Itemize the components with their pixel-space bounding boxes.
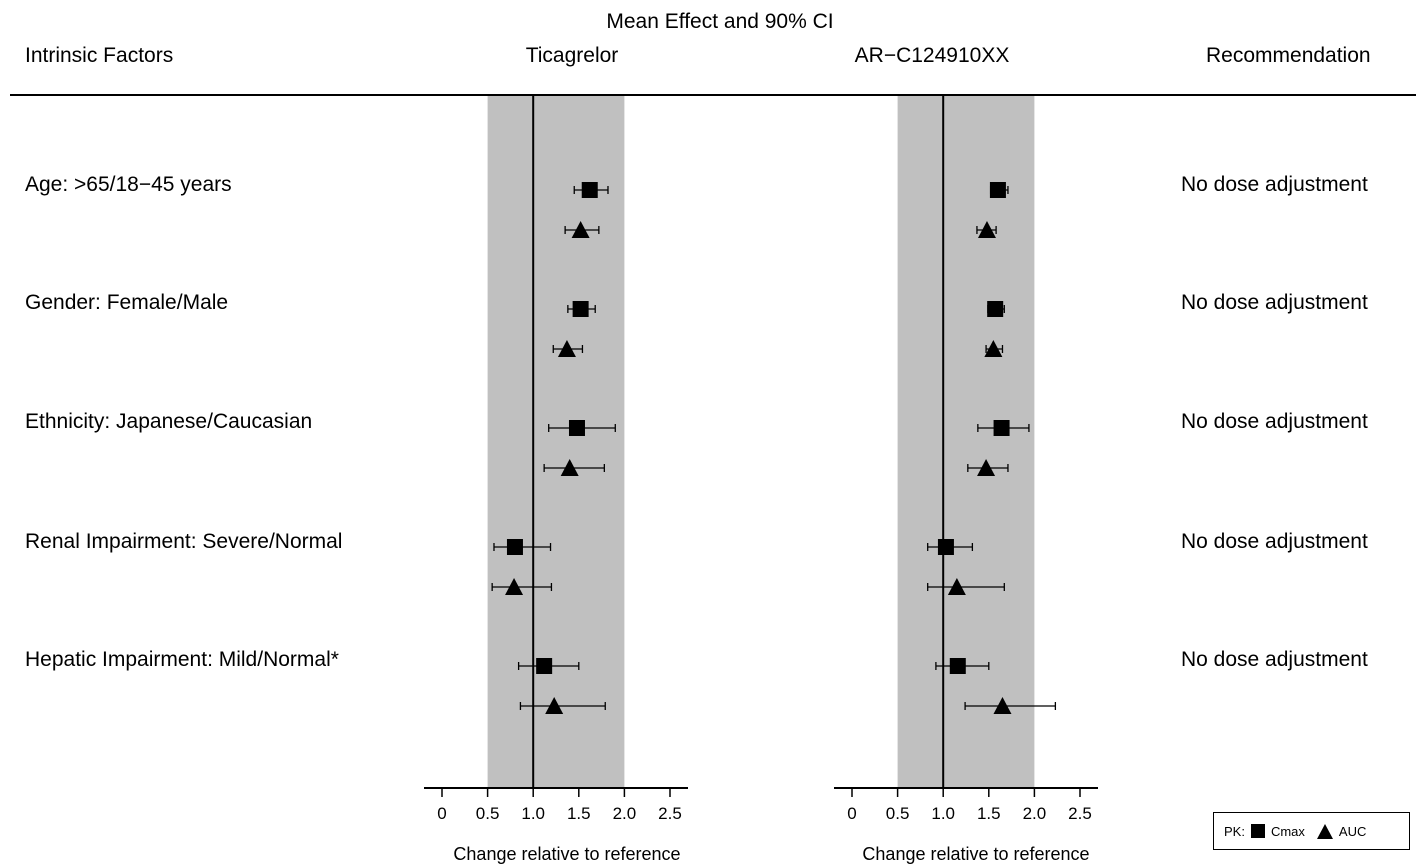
cmax-marker [937, 539, 954, 555]
recommendation-column-header: Recommendation [1206, 44, 1371, 67]
cmax-marker [581, 182, 598, 198]
recommendation-label: No dose adjustment [1181, 173, 1368, 196]
factor-label: Gender: Female/Male [25, 291, 229, 314]
legend-label-auc: AUC [1338, 823, 1367, 839]
recommendation-label: No dose adjustment [1181, 410, 1368, 433]
x-tick-label: 2.0 [613, 804, 637, 823]
legend-triangle-marker-icon [1316, 823, 1333, 839]
factor-label: Age: >65/18−45 years [25, 173, 232, 196]
x-tick-label: 1.5 [977, 804, 1001, 823]
auc-marker [977, 459, 996, 476]
factor-label: Ethnicity: Japanese/Caucasian [25, 410, 313, 433]
recommendation-label: No dose adjustment [1181, 530, 1368, 553]
x-tick-label: 2.0 [1023, 804, 1047, 823]
legend-prefix: PK: [1224, 823, 1245, 839]
cmax-marker [949, 658, 966, 674]
auc-marker [505, 578, 524, 595]
legend: PK: Cmax AUC [1213, 812, 1410, 850]
auc-marker [557, 340, 576, 357]
cmax-marker [568, 420, 585, 436]
x-tick-label: 2.5 [658, 804, 682, 823]
cmax-marker [536, 658, 553, 674]
auc-marker [560, 459, 579, 476]
factor-label: Hepatic Impairment: Mild/Normal* [25, 648, 339, 671]
factor-label: Renal Impairment: Severe/Normal [25, 530, 343, 553]
cmax-marker [993, 420, 1010, 436]
recommendation-label: No dose adjustment [1181, 648, 1368, 671]
x-tick-label: 0.5 [886, 804, 910, 823]
cmax-marker [572, 301, 589, 317]
cmax-marker [989, 182, 1006, 198]
x-tick-label: 0.5 [476, 804, 500, 823]
x-tick-label: 0 [847, 804, 856, 823]
panel-1-shaded-region [487, 96, 625, 788]
cmax-marker [987, 301, 1004, 317]
legend-label-cmax: Cmax [1270, 823, 1305, 839]
recommendation-label: No dose adjustment [1181, 291, 1368, 314]
auc-marker [984, 340, 1003, 357]
panel-1-title: Ticagrelor [525, 44, 619, 67]
x-tick-label: 2.5 [1068, 804, 1092, 823]
legend-square-marker-icon [1250, 824, 1265, 838]
x-tick-label: 0 [437, 804, 446, 823]
x-tick-label: 1.0 [931, 804, 955, 823]
auc-marker [571, 221, 590, 238]
auc-marker [977, 221, 996, 238]
x-tick-label: 1.0 [521, 804, 545, 823]
panel-2-x-axis-title: Change relative to reference [862, 844, 1090, 864]
factors-column-header: Intrinsic Factors [25, 44, 174, 67]
panel-2-title: AR−C124910XX [854, 44, 1010, 67]
auc-marker [545, 697, 564, 714]
cmax-marker [506, 539, 523, 555]
panel-2-shaded-region [897, 96, 1035, 788]
auc-marker [947, 578, 966, 595]
auc-marker [993, 697, 1012, 714]
panel-1-x-axis-title: Change relative to reference [453, 844, 681, 864]
x-tick-label: 1.5 [567, 804, 591, 823]
super-title: Mean Effect and 90% CI [606, 10, 834, 33]
